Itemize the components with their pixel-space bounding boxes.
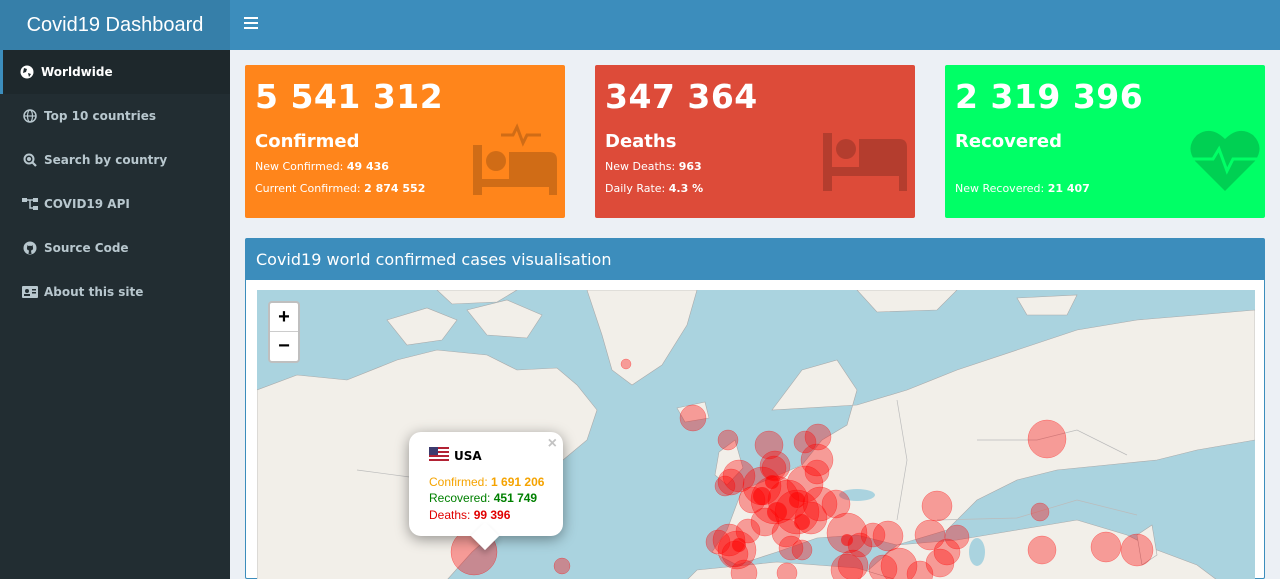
- recovered-label: Recovered: [955, 131, 1063, 152]
- deaths-label: Deaths: [605, 131, 677, 152]
- new-confirmed-label: New Confirmed:: [255, 160, 344, 173]
- search-globe-icon: [21, 153, 39, 167]
- globe-icon: [18, 65, 36, 79]
- popup-recovered-label: Recovered:: [429, 491, 491, 505]
- sidebar-item-search[interactable]: Search by country: [0, 138, 230, 182]
- menu-toggle-icon[interactable]: [244, 17, 258, 29]
- new-recovered-label: New Recovered:: [955, 182, 1045, 195]
- zoom-in-button[interactable]: +: [270, 303, 298, 332]
- confirmed-label: Confirmed: [255, 131, 360, 152]
- globe-grid-icon: [21, 109, 39, 123]
- sidebar-item-label: Top 10 countries: [44, 109, 156, 123]
- map-zoom-control: + −: [268, 301, 300, 363]
- sidebar-item-source-code[interactable]: Source Code: [0, 226, 230, 270]
- sidebar-item-label: COVID19 API: [44, 197, 130, 211]
- heartbeat-icon: [1189, 129, 1261, 198]
- popup-confirmed-line: Confirmed: 1 691 206: [429, 475, 544, 489]
- sitemap-icon: [21, 197, 39, 211]
- sidebar-item-label: About this site: [44, 285, 144, 299]
- world-map[interactable]: + − × USA Confirmed: 1: [257, 290, 1255, 579]
- popup-confirmed-label: Confirmed:: [429, 475, 488, 489]
- zoom-out-button[interactable]: −: [278, 335, 290, 357]
- procedures-bed-icon: [469, 123, 561, 200]
- popup-deaths-label: Deaths:: [429, 508, 471, 522]
- confirmed-value-box: 5 541 312 Confirmed New Confirmed: 49 43…: [245, 65, 565, 218]
- id-card-icon: [21, 285, 39, 299]
- sidebar-item-about[interactable]: About this site: [0, 270, 230, 314]
- deaths-count: 347 364: [605, 77, 758, 116]
- popup-recovered-line: Recovered: 451 749: [429, 491, 537, 505]
- new-deaths-label: New Deaths:: [605, 160, 676, 173]
- current-confirmed-label: Current Confirmed:: [255, 182, 361, 195]
- country-popup: × USA Confirmed: 1 691 206 Recovered: [409, 432, 563, 551]
- new-deaths-line: New Deaths: 963: [605, 160, 702, 173]
- popup-close-button[interactable]: ×: [547, 435, 557, 452]
- sidebar: Worldwide Top 10 countries Search by cou…: [0, 50, 230, 579]
- us-flag-icon: [429, 447, 449, 464]
- recovered-value-box: 2 319 396 Recovered New Recovered: 21 40…: [945, 65, 1265, 218]
- new-recovered-value: 21 407: [1047, 182, 1090, 195]
- sidebar-item-top10[interactable]: Top 10 countries: [0, 94, 230, 138]
- daily-rate-line: Daily Rate: 4.3 %: [605, 182, 703, 195]
- new-deaths-value: 963: [678, 160, 702, 173]
- popup-deaths-value: 99 396: [473, 508, 511, 522]
- confirmed-count: 5 541 312: [255, 77, 444, 116]
- sidebar-item-worldwide[interactable]: Worldwide: [0, 50, 230, 94]
- current-confirmed-value: 2 874 552: [364, 182, 426, 195]
- popup-country: USA: [429, 447, 482, 464]
- recovered-count: 2 319 396: [955, 77, 1144, 116]
- new-recovered-line: New Recovered: 21 407: [955, 182, 1090, 195]
- daily-rate-label: Daily Rate:: [605, 182, 666, 195]
- map-panel-title: Covid19 world confirmed cases visualisat…: [246, 239, 1264, 280]
- bed-icon: [819, 127, 911, 196]
- new-confirmed-line: New Confirmed: 49 436: [255, 160, 389, 173]
- popup-deaths-line: Deaths: 99 396: [429, 508, 510, 522]
- daily-rate-value: 4.3 %: [668, 182, 704, 195]
- popup-confirmed-value: 1 691 206: [491, 475, 545, 489]
- deaths-value-box: 347 364 Deaths New Deaths: 963 Daily Rat…: [595, 65, 915, 218]
- popup-recovered-value: 451 749: [493, 491, 538, 505]
- world-map-canvas: [257, 290, 1255, 579]
- new-confirmed-value: 49 436: [346, 160, 389, 173]
- sidebar-item-api[interactable]: COVID19 API: [0, 182, 230, 226]
- top-navbar: [230, 0, 1280, 50]
- sidebar-item-label: Search by country: [44, 153, 168, 167]
- sidebar-item-label: Source Code: [44, 241, 129, 255]
- github-icon: [21, 241, 39, 255]
- popup-country-name: USA: [454, 448, 482, 463]
- app-logo-title[interactable]: Covid19 Dashboard: [0, 0, 230, 50]
- current-confirmed-line: Current Confirmed: 2 874 552: [255, 182, 425, 195]
- map-panel: Covid19 world confirmed cases visualisat…: [245, 238, 1265, 579]
- sidebar-item-label: Worldwide: [41, 65, 113, 79]
